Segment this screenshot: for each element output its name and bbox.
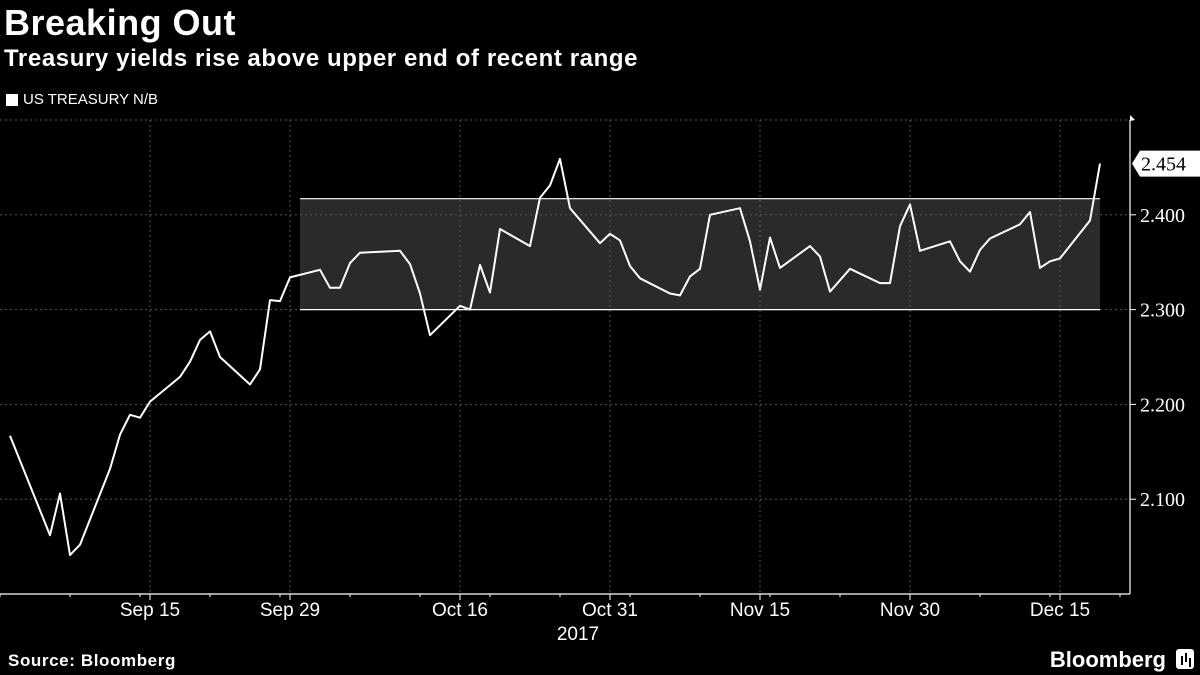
legend-label: US TREASURY N/B	[23, 91, 159, 108]
year-label: 2017	[557, 624, 599, 645]
range-band	[300, 198, 1100, 310]
y-tick-label: 2.200	[1140, 394, 1185, 416]
x-tick-label: Nov 15	[730, 600, 790, 621]
source-note: Source: Bloomberg	[8, 651, 176, 670]
legend: US TREASURY N/B	[6, 91, 158, 108]
series-line-us-treasury	[9, 157, 1101, 557]
y-tick-label: 2.100	[1140, 489, 1185, 511]
x-tick-label: Sep 15	[120, 600, 180, 621]
x-tick-label: Oct 31	[582, 600, 638, 621]
x-tick-label: Sep 29	[260, 600, 320, 621]
chart-title: Breaking Out	[4, 2, 237, 43]
brand-logo-text: Bloomberg	[1049, 647, 1166, 672]
bloomberg-chart-icon	[1176, 649, 1194, 669]
y-tick-label: 2.400	[1140, 205, 1185, 227]
x-tick-label: Oct 16	[432, 600, 488, 621]
y-tick-label: 2.300	[1140, 300, 1185, 322]
last-value-callout	[1132, 150, 1200, 177]
legend-swatch	[6, 93, 18, 106]
last-value-label: 2.454	[1141, 154, 1186, 176]
x-tick-label: Nov 30	[880, 600, 940, 621]
y-axis-arrow	[1130, 115, 1135, 121]
x-tick-label: Dec 15	[1030, 600, 1090, 621]
chart-subtitle: Treasury yields rise above upper end of …	[4, 45, 639, 72]
